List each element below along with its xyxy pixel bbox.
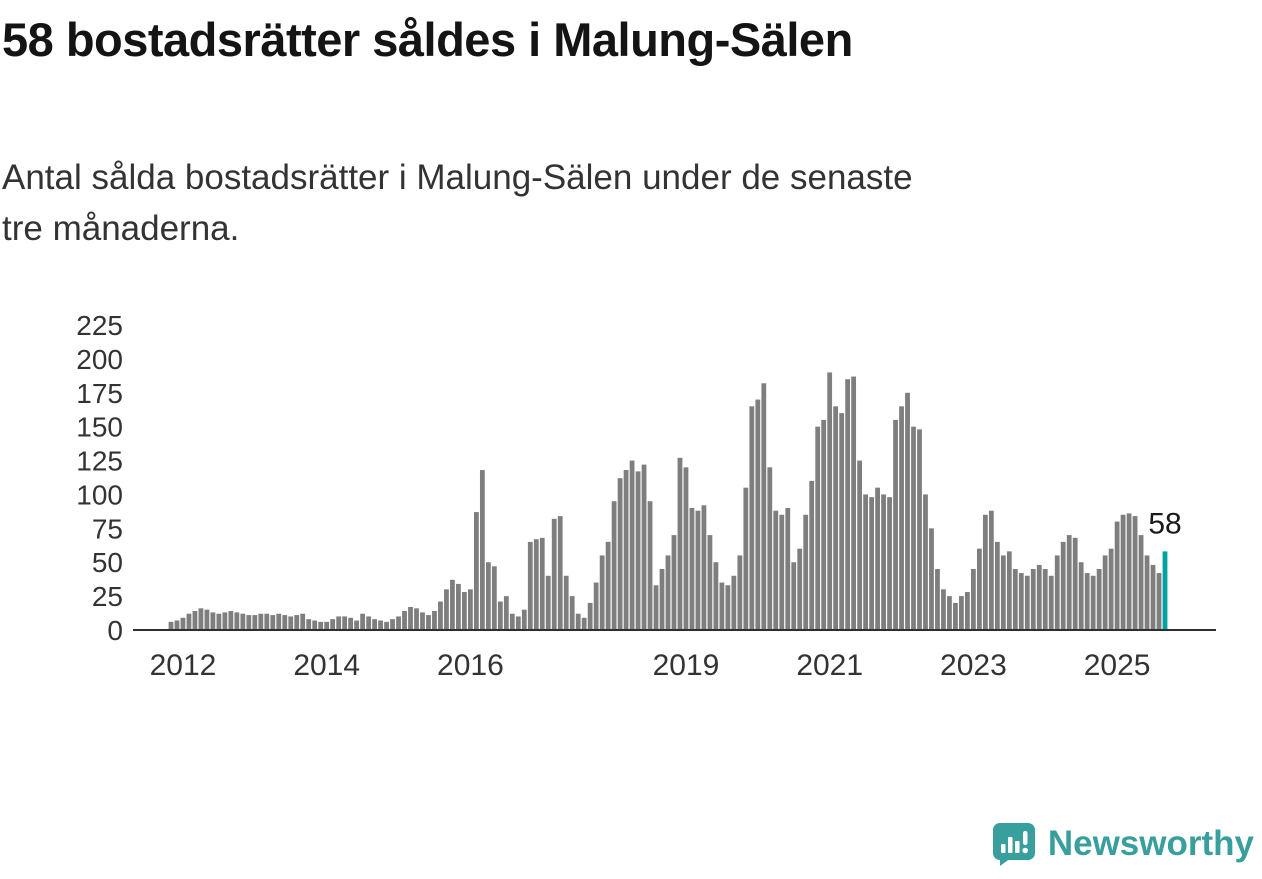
svg-text:75: 75 <box>92 513 123 544</box>
svg-text:0: 0 <box>107 615 123 646</box>
brand-name: Newsworthy <box>1047 824 1254 863</box>
svg-text:2021: 2021 <box>796 649 863 682</box>
page-title: 58 bostadsrätter såldes i Malung-Sälen <box>2 13 853 66</box>
svg-text:2012: 2012 <box>150 649 217 682</box>
svg-text:25: 25 <box>92 581 123 612</box>
svg-text:200: 200 <box>76 344 123 375</box>
brand-footer: Newsworthy <box>991 821 1254 867</box>
svg-text:125: 125 <box>76 446 123 477</box>
svg-text:225: 225 <box>76 310 123 341</box>
svg-text:2016: 2016 <box>437 649 504 682</box>
svg-text:2023: 2023 <box>940 649 1007 682</box>
newsworthy-logo-icon <box>991 821 1037 867</box>
svg-text:100: 100 <box>76 479 123 510</box>
svg-text:2014: 2014 <box>293 649 360 682</box>
svg-text:150: 150 <box>76 412 123 443</box>
chart-subtitle-line-1: Antal sålda bostadsrätter i Malung-Sälen… <box>2 158 913 197</box>
chart-subtitle-line-2: tre månaderna. <box>2 208 240 248</box>
svg-text:2025: 2025 <box>1084 649 1151 682</box>
svg-text:2019: 2019 <box>653 649 720 682</box>
chart-subtitle: Antal sålda bostadsrätter i Malung-Sälen… <box>2 153 913 255</box>
svg-text:58: 58 <box>1148 507 1181 540</box>
svg-text:50: 50 <box>92 547 123 578</box>
bar-chart: 0 25 50 75 100 125 150 175 200 225 2012 2014 2016 201… <box>18 300 1236 702</box>
svg-text:175: 175 <box>76 378 123 409</box>
